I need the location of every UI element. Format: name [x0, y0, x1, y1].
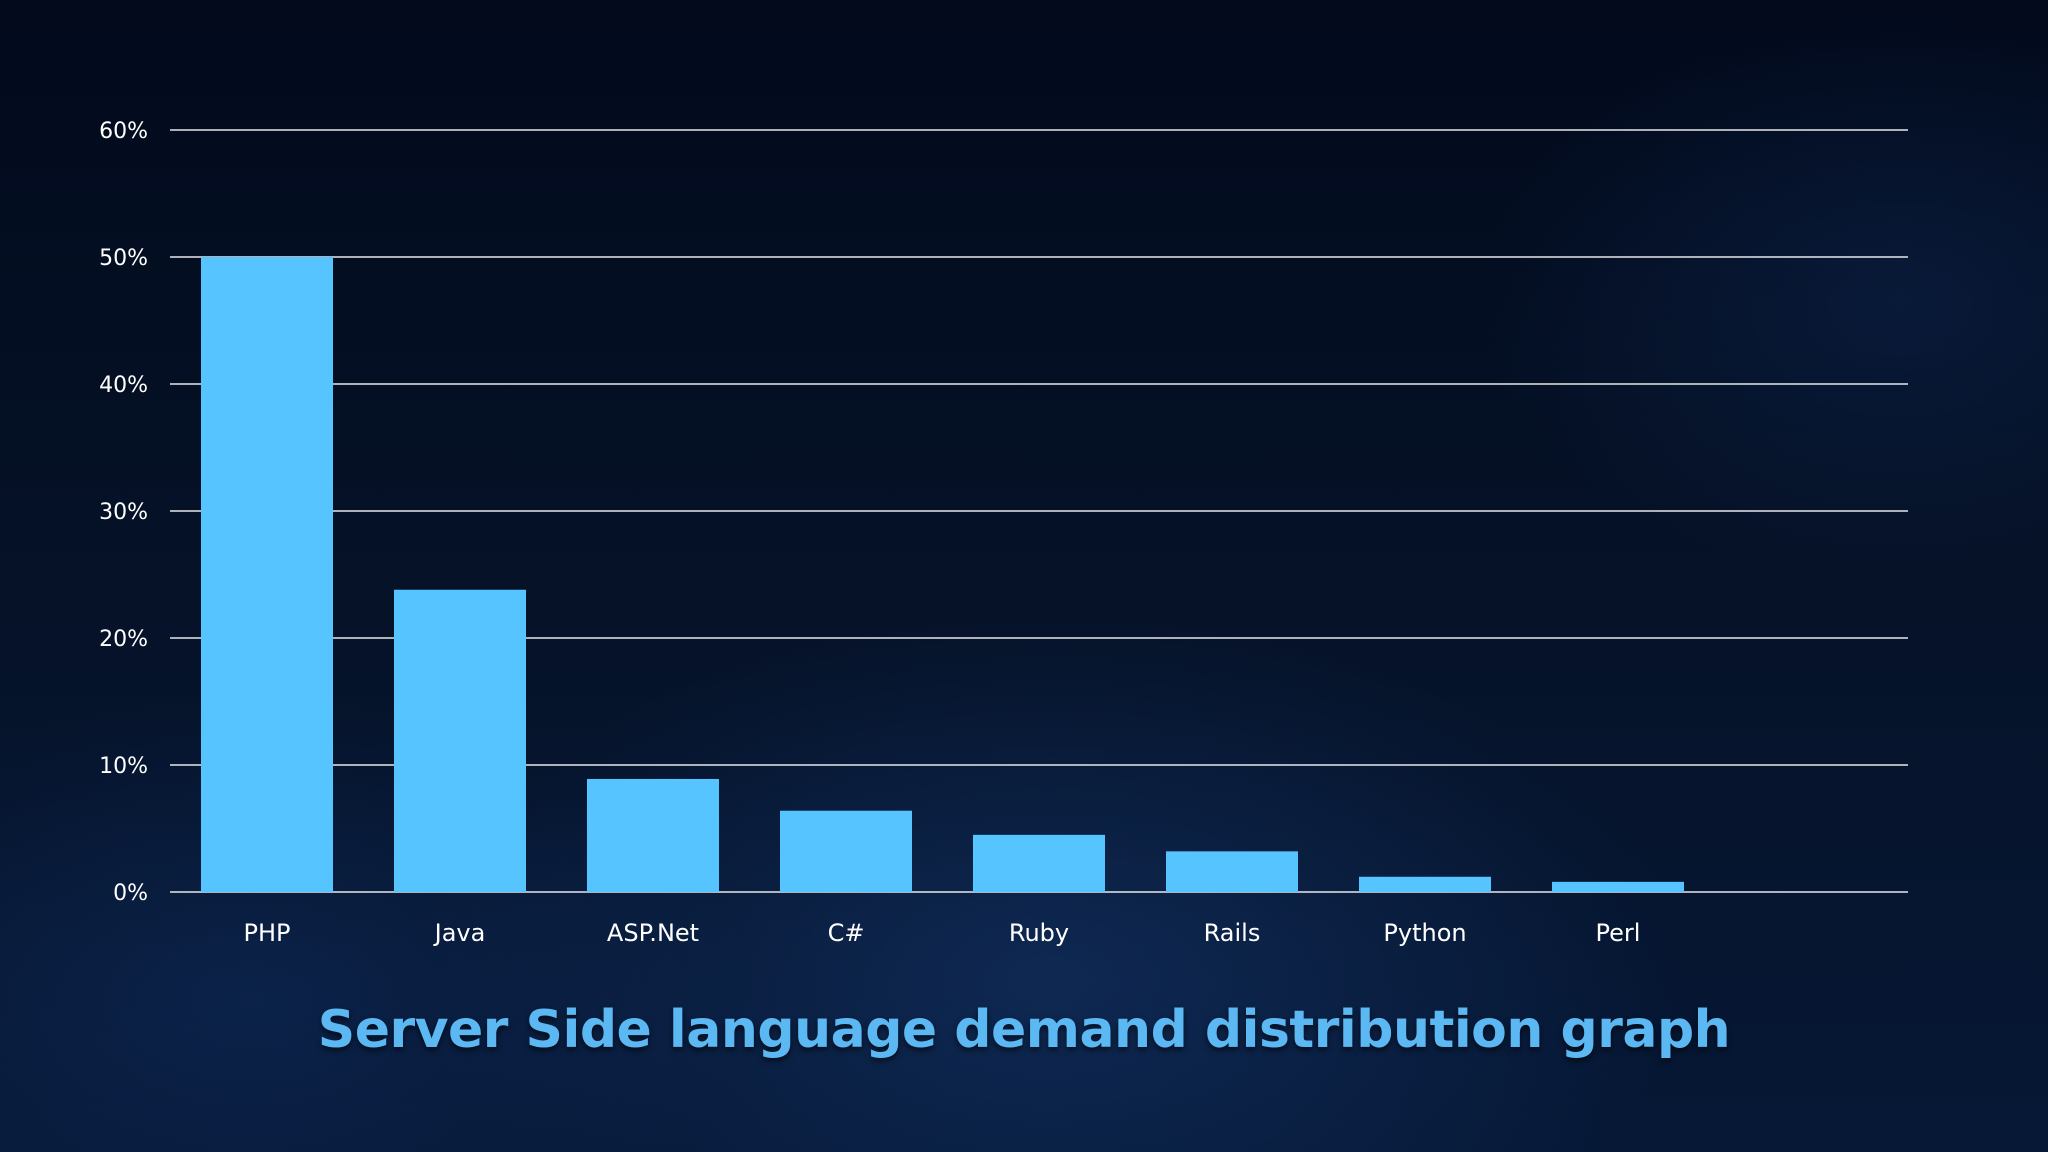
y-tick-label: 60%	[99, 119, 148, 144]
y-tick-label: 50%	[99, 246, 148, 271]
x-axis-category-labels: PHP Java ASP.Net C# Ruby Rails Python Perl	[244, 919, 1641, 947]
x-category-label: Ruby	[1009, 919, 1069, 947]
bar-ruby	[973, 834, 1105, 892]
x-category-label: PHP	[244, 919, 291, 947]
bar-c-	[780, 810, 912, 892]
x-category-label: Rails	[1204, 919, 1261, 947]
y-axis-tick-labels: 0% 10% 20% 30% 40% 50% 60%	[99, 119, 148, 906]
bar-perl	[1552, 881, 1684, 892]
x-category-label: C#	[828, 919, 865, 947]
x-category-label: Java	[433, 919, 486, 947]
bar-python	[1359, 876, 1491, 892]
y-tick-label: 10%	[99, 754, 148, 779]
bar-rails	[1166, 851, 1298, 892]
x-category-label: Python	[1383, 919, 1466, 947]
y-tick-label: 30%	[99, 500, 148, 525]
y-tick-label: 20%	[99, 627, 148, 652]
bar-java	[394, 589, 526, 892]
chart-title: Server Side language demand distribution…	[317, 1000, 1731, 1060]
x-category-label: ASP.Net	[607, 919, 699, 947]
y-tick-label: 40%	[99, 373, 148, 398]
y-tick-label: 0%	[113, 881, 148, 906]
x-category-label: Perl	[1596, 919, 1641, 947]
bar-php	[201, 257, 333, 892]
bars	[201, 257, 1684, 892]
bar-asp-net	[587, 778, 719, 892]
